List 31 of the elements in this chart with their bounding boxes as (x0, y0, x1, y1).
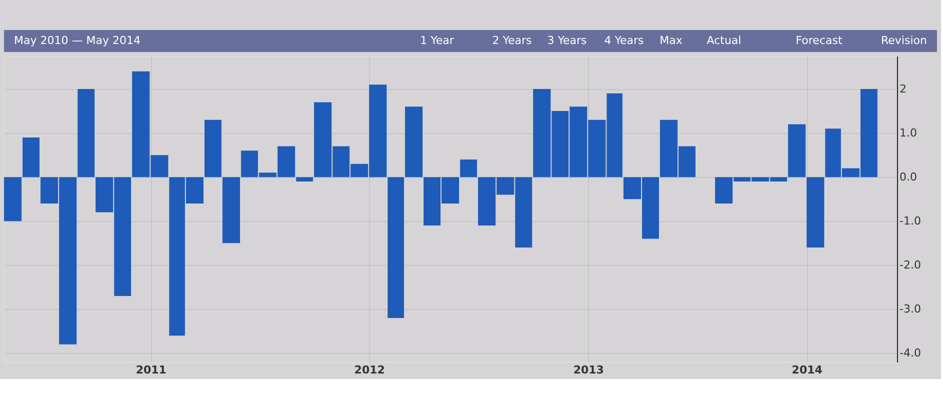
text: Actual (706, 34, 742, 47)
y-tick-label: 0.0 (900, 170, 917, 184)
bar (296, 177, 314, 182)
y-tick-label: -1.0 (900, 214, 921, 228)
bar (222, 177, 240, 244)
x-tick-label: 2013 (573, 364, 604, 376)
y-tick-label: -2.0 (900, 258, 921, 272)
x-tick-label: 2014 (792, 364, 823, 376)
bar (806, 177, 824, 248)
y-tick-label: 1.0 (900, 126, 917, 140)
text: 4 Years (604, 34, 644, 47)
bar (204, 120, 222, 178)
text: 3 Years (547, 34, 588, 47)
bar (22, 137, 40, 178)
bar (4, 177, 22, 222)
text: 1 Year (420, 34, 454, 47)
bar (388, 177, 404, 318)
y-tick-label: -4.0 (900, 346, 921, 360)
text: Revision (881, 34, 928, 47)
chart-title: May 2010 — May 2014 (14, 34, 140, 47)
y-tick-label: 2 (900, 82, 906, 96)
x-tick-label: 2011 (136, 364, 166, 376)
y-tick-label: -3.0 (900, 302, 921, 316)
text: Forecast (796, 34, 843, 47)
bar (405, 106, 423, 178)
bar (460, 159, 478, 178)
text: Max (660, 34, 683, 47)
x-tick-label: 2012 (354, 364, 385, 376)
bar (788, 124, 806, 178)
bar (78, 89, 95, 178)
text: 2 Years (492, 34, 532, 47)
